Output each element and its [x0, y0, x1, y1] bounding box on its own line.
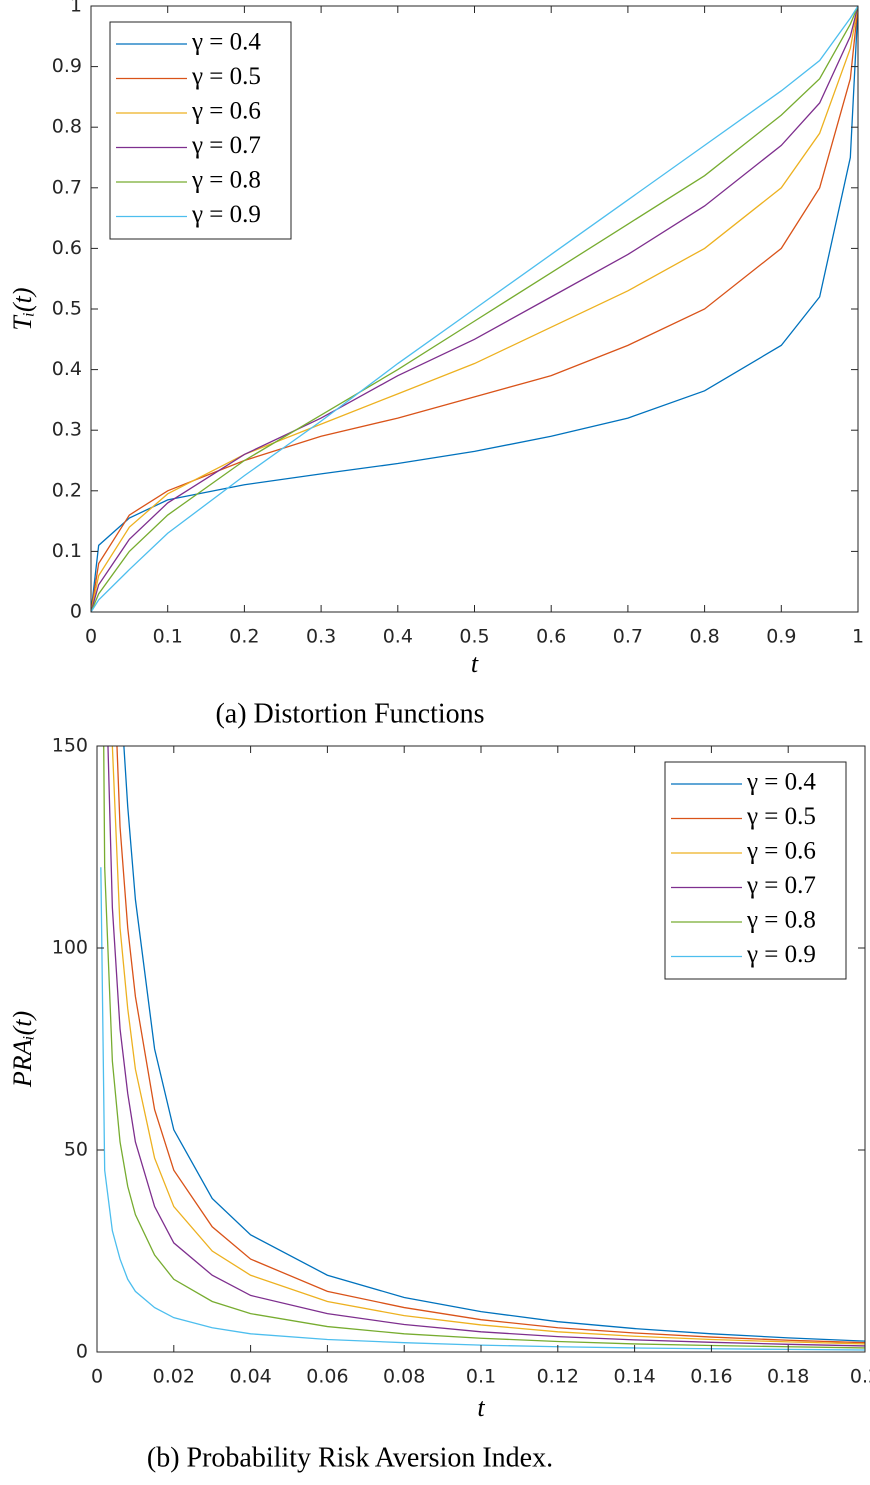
y-tick-label: 0	[70, 601, 82, 623]
y-tick-label: 0.8	[52, 116, 82, 138]
x-tick-label: 0.7	[613, 626, 643, 648]
y-tick-label: 0	[76, 1341, 88, 1363]
y-tick-label: 150	[52, 735, 88, 757]
legend-label: γ = 0.8	[191, 167, 261, 194]
x-tick-label: 0.1	[466, 1366, 496, 1388]
legend-box	[664, 761, 847, 980]
x-tick-label: 0.5	[459, 626, 489, 648]
x-tick-label: 0.12	[537, 1366, 579, 1388]
series-line	[103, 746, 865, 1349]
x-tick-label: 0.2	[229, 626, 259, 648]
series-line	[91, 6, 858, 612]
caption: (a) Distortion Functions	[215, 698, 484, 729]
x-tick-label: 0.16	[690, 1366, 732, 1388]
y-tick-label: 0.1	[52, 540, 82, 562]
caption: (b) Probability Risk Aversion Index.	[147, 1442, 553, 1473]
legend-label: γ = 0.6	[191, 98, 261, 125]
x-tick-label: 0.06	[306, 1366, 348, 1388]
series-line	[91, 6, 858, 612]
series-line	[91, 6, 858, 612]
legend-label: γ = 0.4	[191, 29, 261, 56]
series-line	[123, 746, 865, 1342]
legend-label: γ = 0.5	[191, 63, 261, 90]
x-tick-label: 0.4	[383, 626, 413, 648]
legend-label: γ = 0.6	[746, 838, 816, 865]
y-tick-label: 100	[52, 937, 88, 959]
x-tick-label: 0.18	[767, 1366, 809, 1388]
series-line	[107, 746, 865, 1347]
x-tick-label: 0.9	[766, 626, 796, 648]
y-tick-label: 0.2	[52, 479, 82, 501]
legend-box	[109, 21, 292, 240]
x-tick-label: 0.14	[613, 1366, 655, 1388]
legend-label: γ = 0.5	[746, 803, 816, 830]
y-axis-label: Tᵢ(t)	[8, 287, 37, 330]
y-tick-label: 0.5	[52, 298, 82, 320]
series-line	[91, 6, 858, 612]
x-tick-label: 0	[85, 626, 97, 648]
y-tick-label: 1	[70, 0, 82, 17]
x-tick-label: 0.08	[383, 1366, 425, 1388]
x-tick-label: 1	[852, 626, 864, 648]
x-tick-label: 0.8	[689, 626, 719, 648]
y-axis-label: PRAᵢ(t)	[8, 1011, 37, 1088]
legend-label: γ = 0.7	[746, 872, 816, 899]
x-axis-label: t	[471, 649, 479, 678]
x-axis-label: t	[477, 1393, 485, 1422]
series-line	[111, 746, 865, 1345]
y-tick-label: 0.9	[52, 55, 82, 77]
y-tick-label: 50	[64, 1139, 88, 1161]
x-tick-label: 0.2	[850, 1366, 870, 1388]
legend-label: γ = 0.9	[746, 941, 816, 968]
legend-label: γ = 0.8	[746, 907, 816, 934]
y-tick-label: 0.4	[52, 358, 82, 380]
legend-label: γ = 0.7	[191, 132, 261, 159]
x-tick-label: 0.04	[229, 1366, 271, 1388]
x-tick-label: 0	[91, 1366, 103, 1388]
x-tick-label: 0.1	[153, 626, 183, 648]
y-tick-label: 0.3	[52, 419, 82, 441]
series-line	[91, 6, 858, 612]
y-tick-label: 0.6	[52, 237, 82, 259]
legend-label: γ = 0.4	[746, 769, 816, 796]
x-tick-label: 0.3	[306, 626, 336, 648]
x-tick-label: 0.6	[536, 626, 566, 648]
series-line	[100, 867, 865, 1351]
x-tick-label: 0.02	[153, 1366, 195, 1388]
series-line	[116, 746, 865, 1344]
legend-label: γ = 0.9	[191, 201, 261, 228]
y-tick-label: 0.7	[52, 176, 82, 198]
series-line	[91, 6, 858, 612]
